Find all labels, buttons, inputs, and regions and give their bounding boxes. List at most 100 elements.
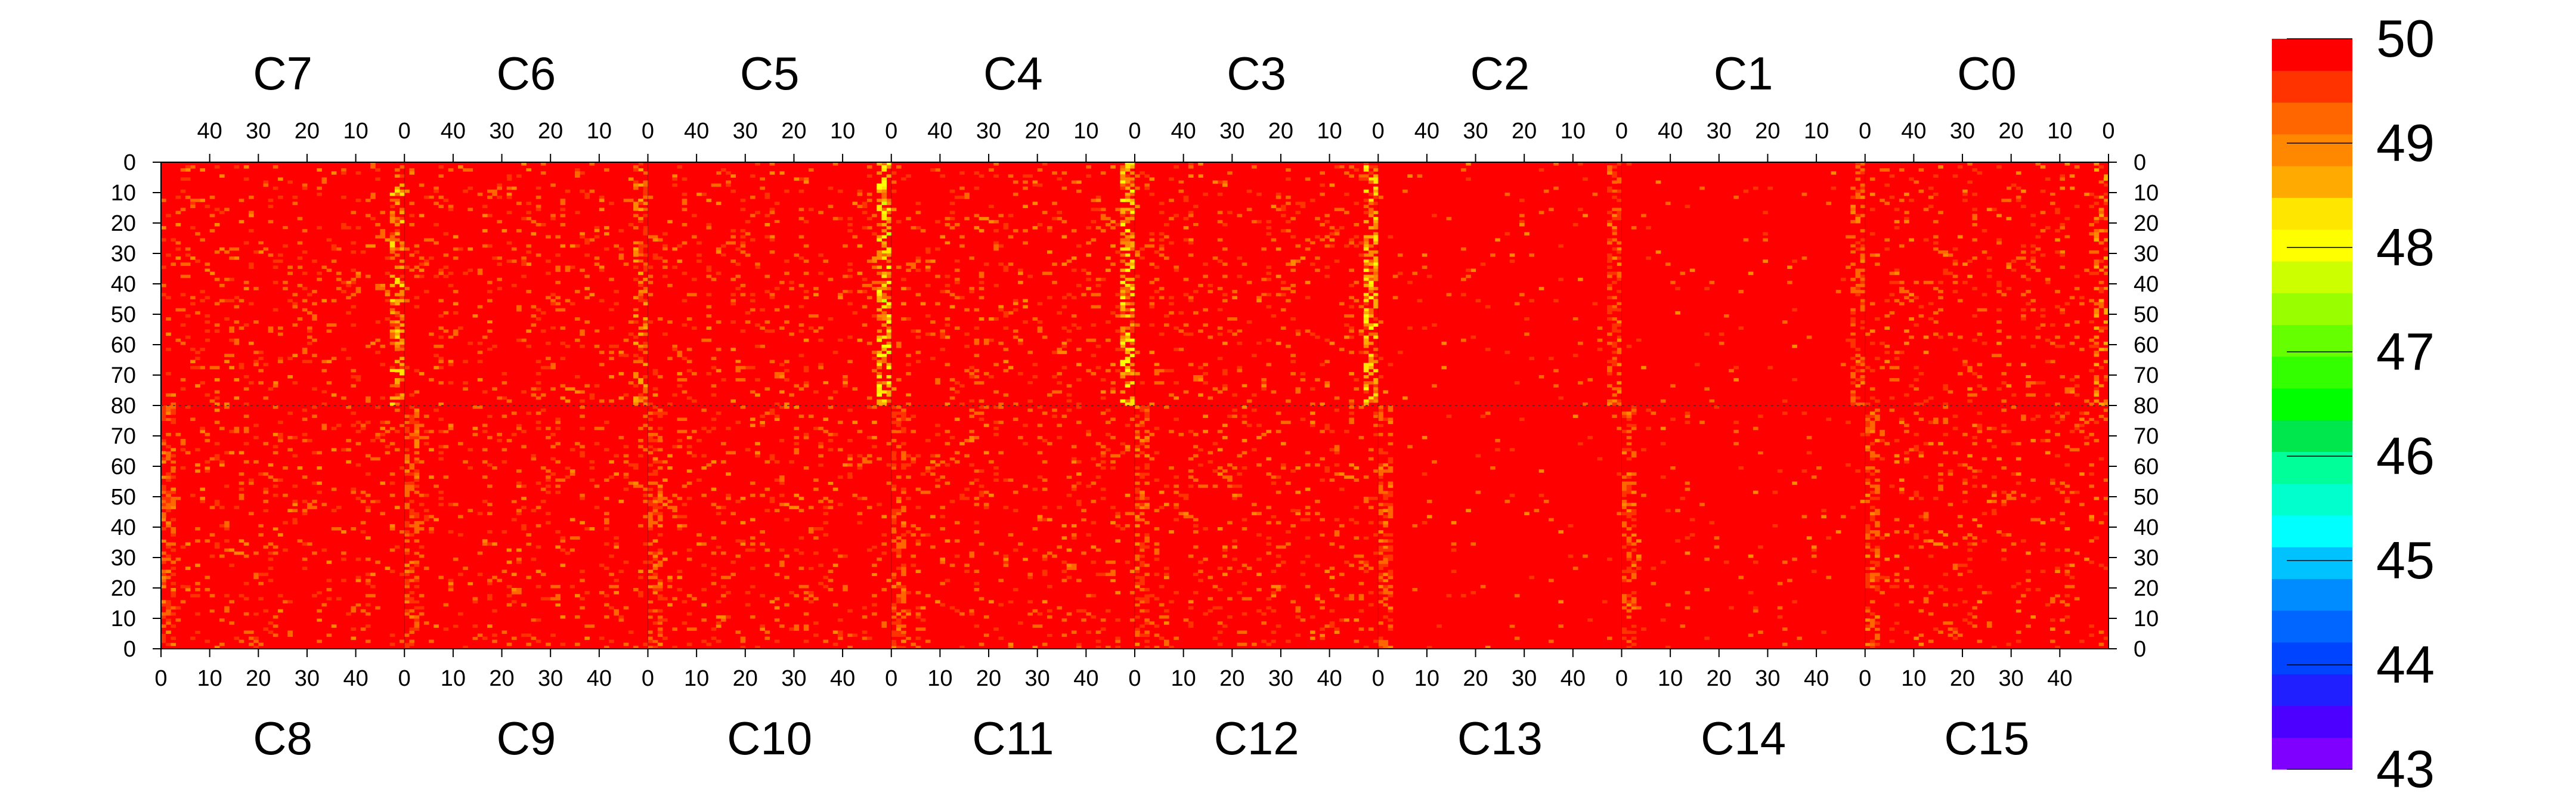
heatmap-cell bbox=[243, 287, 249, 290]
heatmap-cell bbox=[341, 162, 346, 166]
heatmap-cell bbox=[1095, 284, 1101, 287]
heatmap-cell bbox=[769, 210, 775, 215]
heatmap-cell bbox=[565, 189, 571, 193]
heatmap-cell bbox=[317, 481, 322, 485]
heatmap-cell bbox=[881, 208, 887, 212]
heatmap-cell bbox=[843, 375, 848, 379]
heatmap-cell bbox=[400, 366, 405, 370]
heatmap-cell bbox=[419, 183, 425, 187]
heatmap-cell bbox=[779, 171, 785, 175]
heatmap-cell bbox=[535, 381, 541, 385]
heatmap-cell bbox=[954, 268, 960, 273]
heatmap-cell bbox=[166, 408, 171, 412]
heatmap-cell bbox=[2103, 183, 2109, 187]
heatmap-cell bbox=[750, 196, 756, 199]
heatmap-cell bbox=[682, 320, 688, 324]
heatmap-cell bbox=[1135, 371, 1140, 376]
heatmap-cell bbox=[195, 630, 200, 634]
heatmap-cell bbox=[2069, 186, 2075, 190]
heatmap-cell bbox=[798, 354, 804, 357]
heatmap-cell bbox=[1855, 311, 1861, 315]
heatmap-cell bbox=[1315, 378, 1320, 382]
heatmap-cell bbox=[380, 284, 386, 287]
heatmap-cell bbox=[643, 229, 648, 233]
heatmap-cell bbox=[2098, 259, 2104, 263]
heatmap-cell bbox=[2098, 199, 2104, 202]
heatmap-cell bbox=[438, 399, 444, 403]
heatmap-cell bbox=[360, 202, 366, 205]
heatmap-cell bbox=[974, 369, 980, 373]
heatmap-cell bbox=[672, 317, 677, 321]
heatmap-cell bbox=[1685, 205, 1690, 208]
heatmap-cell bbox=[1884, 314, 1890, 318]
heatmap-cell bbox=[1135, 250, 1140, 254]
heatmap-cell bbox=[1402, 396, 1408, 400]
heatmap-cell bbox=[1057, 371, 1063, 376]
heatmap-cell bbox=[224, 594, 230, 597]
heatmap-cell bbox=[1275, 293, 1281, 296]
heatmap-cell bbox=[2055, 402, 2060, 406]
heatmap-cell bbox=[832, 171, 838, 175]
heatmap-cell bbox=[711, 299, 717, 303]
heatmap-cell bbox=[375, 606, 380, 610]
heatmap-cell bbox=[1129, 381, 1135, 385]
heatmap-cell bbox=[1086, 226, 1092, 230]
heatmap-cell bbox=[1850, 360, 1856, 364]
heatmap-cell bbox=[1432, 384, 1437, 388]
heatmap-cell bbox=[857, 189, 863, 193]
heatmap-cell bbox=[1212, 180, 1218, 184]
heatmap-cell bbox=[881, 311, 887, 315]
heatmap-cell bbox=[229, 621, 234, 625]
heatmap-cell bbox=[209, 229, 215, 233]
heatmap-cell bbox=[1349, 268, 1354, 273]
heatmap-cell bbox=[866, 381, 872, 385]
heatmap-cell bbox=[1163, 323, 1169, 327]
heatmap-cell bbox=[1300, 371, 1306, 376]
heatmap-cell bbox=[560, 396, 566, 400]
heatmap-cell bbox=[1928, 280, 1934, 284]
heatmap-cell bbox=[949, 363, 955, 367]
heatmap-cell bbox=[448, 530, 454, 534]
heatmap-cell bbox=[394, 229, 400, 233]
heatmap-cell bbox=[1349, 314, 1354, 318]
heatmap-cell bbox=[161, 551, 166, 555]
heatmap-cell bbox=[1875, 357, 1880, 360]
heatmap-cell bbox=[434, 202, 439, 205]
heatmap-cell bbox=[837, 402, 843, 406]
heatmap-cell bbox=[1894, 226, 1900, 230]
heatmap-cell bbox=[808, 274, 814, 278]
heatmap-cell bbox=[720, 369, 726, 373]
heatmap-cell bbox=[1149, 351, 1155, 354]
heatmap-cell bbox=[1943, 271, 1949, 275]
heatmap-cell bbox=[360, 530, 366, 534]
heatmap-cell bbox=[575, 244, 580, 248]
heatmap-cell bbox=[171, 411, 176, 415]
heatmap-cell bbox=[243, 581, 249, 586]
heatmap-cell bbox=[1670, 384, 1676, 388]
heatmap-cell bbox=[560, 199, 566, 202]
heatmap-cell bbox=[312, 584, 317, 589]
heatmap-cell bbox=[1320, 216, 1325, 221]
heatmap-cell bbox=[1850, 323, 1856, 327]
heatmap-cell bbox=[283, 521, 288, 525]
heatmap-cell bbox=[609, 277, 614, 281]
heatmap-cell bbox=[2103, 402, 2109, 406]
heatmap-cell bbox=[1217, 326, 1223, 330]
heatmap-cell bbox=[2040, 253, 2046, 257]
heatmap-cell bbox=[1373, 226, 1379, 230]
heatmap-cell bbox=[1232, 232, 1237, 236]
heatmap-cell bbox=[1543, 189, 1549, 193]
heatmap-cell bbox=[365, 390, 371, 394]
heatmap-cell bbox=[1363, 241, 1369, 245]
heatmap-cell bbox=[482, 229, 488, 233]
heatmap-cell bbox=[273, 451, 278, 455]
heatmap-cell bbox=[209, 506, 215, 509]
heatmap-cell bbox=[497, 210, 503, 215]
heatmap-cell bbox=[404, 551, 410, 555]
heatmap-cell bbox=[901, 177, 906, 181]
heatmap-cell bbox=[1129, 162, 1135, 166]
heatmap-cell bbox=[389, 618, 395, 622]
heatmap-cell bbox=[886, 332, 892, 336]
heatmap-cell bbox=[2089, 320, 2094, 324]
heatmap-cell bbox=[1334, 165, 1340, 169]
